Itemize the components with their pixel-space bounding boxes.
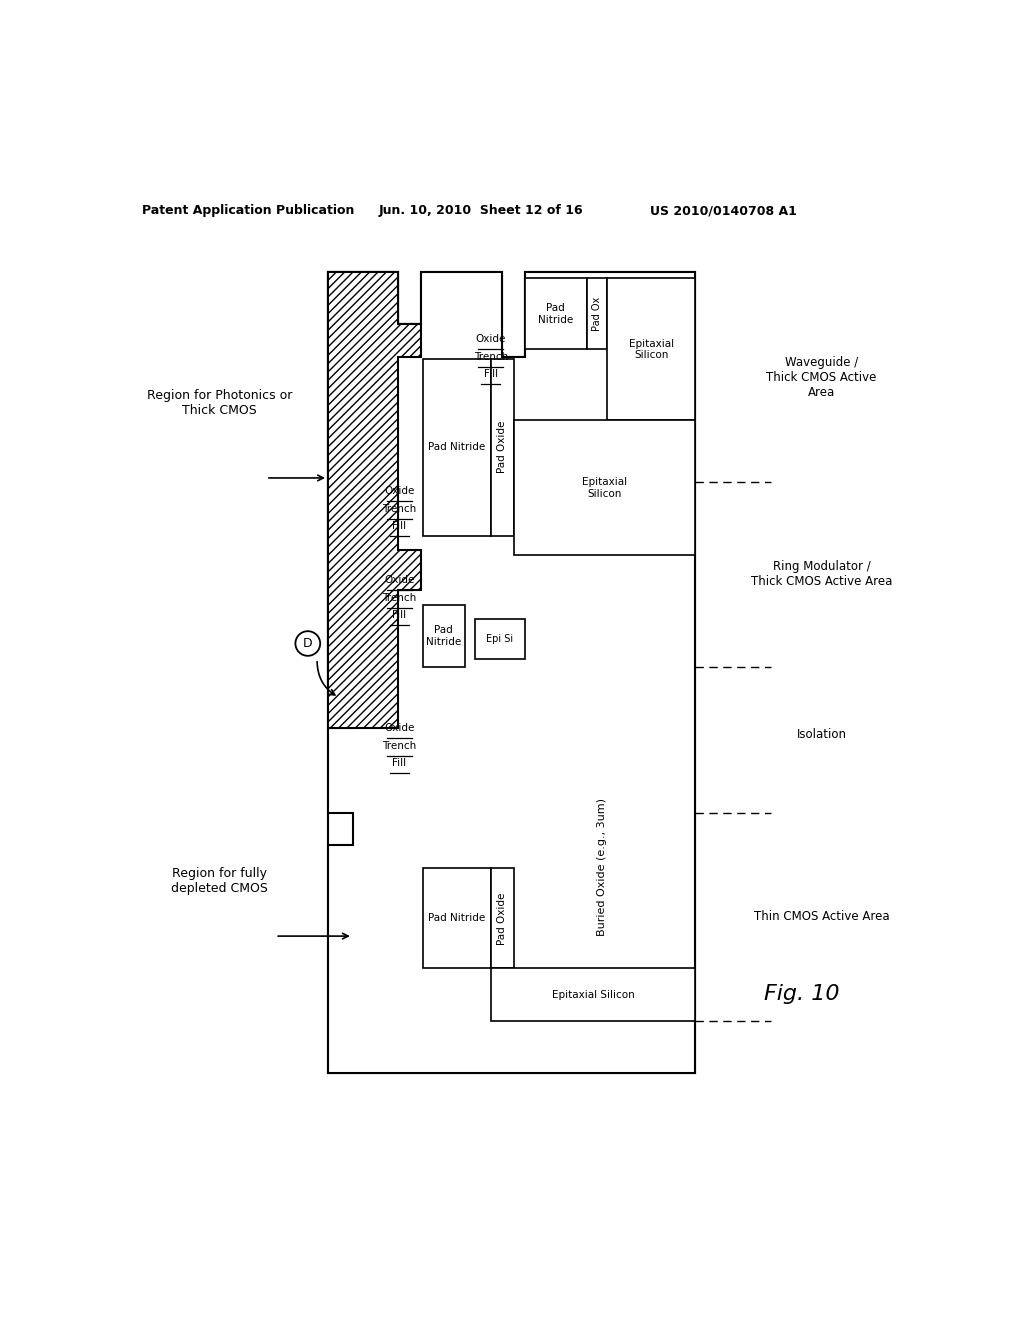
Text: Epitaxial Silicon: Epitaxial Silicon (552, 990, 635, 999)
Text: Fill: Fill (392, 520, 407, 531)
Text: Fill: Fill (392, 758, 407, 768)
Text: Pad Ox: Pad Ox (592, 297, 602, 331)
Text: Epitaxial
Silicon: Epitaxial Silicon (582, 477, 627, 499)
Text: Oxide: Oxide (384, 723, 415, 733)
Text: Epitaxial
Silicon: Epitaxial Silicon (629, 338, 674, 360)
Text: Pad Oxide: Pad Oxide (498, 892, 507, 945)
Polygon shape (328, 272, 421, 729)
Bar (587, 277, 607, 350)
Text: Trench: Trench (473, 352, 508, 362)
Bar (475, 619, 524, 659)
Text: Pad
Nitride: Pad Nitride (426, 624, 461, 647)
Polygon shape (328, 272, 695, 1073)
Bar (490, 969, 695, 1020)
Text: D: D (303, 638, 312, 649)
Bar (423, 359, 490, 536)
Text: Pad Nitride: Pad Nitride (428, 913, 485, 924)
Text: Fill: Fill (483, 370, 498, 379)
Text: Isolation: Isolation (797, 727, 847, 741)
Text: Patent Application Publication: Patent Application Publication (142, 205, 354, 218)
Text: Region for Photonics or
Thick CMOS: Region for Photonics or Thick CMOS (146, 389, 292, 417)
Text: Trench: Trench (382, 741, 417, 751)
Bar (524, 277, 587, 350)
Text: Trench: Trench (382, 504, 417, 513)
Text: Pad Oxide: Pad Oxide (498, 421, 507, 474)
Text: Trench: Trench (382, 593, 417, 603)
Text: Region for fully
depleted CMOS: Region for fully depleted CMOS (171, 867, 268, 895)
Text: Buried Oxide (e.g., 3um): Buried Oxide (e.g., 3um) (597, 797, 607, 936)
Text: US 2010/0140708 A1: US 2010/0140708 A1 (650, 205, 797, 218)
Text: Oxide: Oxide (475, 334, 506, 345)
Text: Fill: Fill (392, 610, 407, 620)
Text: Jun. 10, 2010  Sheet 12 of 16: Jun. 10, 2010 Sheet 12 of 16 (378, 205, 583, 218)
Text: Pad
Nitride: Pad Nitride (539, 304, 573, 325)
Bar (423, 869, 490, 969)
Bar (607, 277, 695, 420)
Bar (490, 869, 514, 969)
Text: Ring Modulator /
Thick CMOS Active Area: Ring Modulator / Thick CMOS Active Area (751, 560, 892, 589)
Text: Thin CMOS Active Area: Thin CMOS Active Area (754, 911, 890, 924)
Text: Epi Si: Epi Si (486, 634, 514, 644)
Bar (490, 359, 514, 536)
Text: Pad Nitride: Pad Nitride (428, 442, 485, 453)
Text: Oxide: Oxide (384, 576, 415, 585)
Text: Waveguide /
Thick CMOS Active
Area: Waveguide / Thick CMOS Active Area (766, 356, 877, 400)
Text: Fig. 10: Fig. 10 (765, 983, 840, 1003)
Polygon shape (328, 272, 695, 1073)
Bar (514, 420, 695, 554)
Text: Oxide: Oxide (384, 486, 415, 496)
Bar (423, 605, 465, 667)
